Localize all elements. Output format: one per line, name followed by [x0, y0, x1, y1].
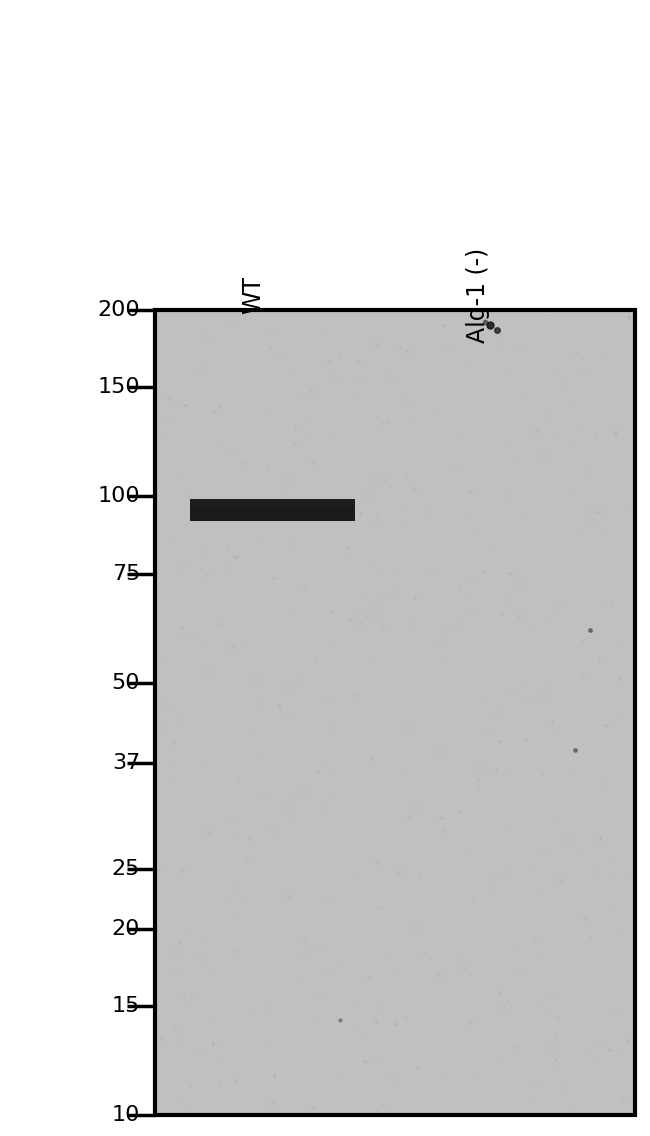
Text: 10: 10 [112, 1105, 140, 1125]
Text: 100: 100 [98, 486, 140, 507]
Text: 150: 150 [98, 377, 140, 398]
Text: Alg-1 (-): Alg-1 (-) [466, 248, 490, 343]
Text: 25: 25 [112, 859, 140, 879]
Bar [155, 310, 635, 1116]
Text: WT: WT [241, 276, 265, 314]
Text: 200: 200 [98, 300, 140, 320]
Text: 37: 37 [112, 753, 140, 774]
Bar [190, 499, 355, 521]
Text: 15: 15 [112, 996, 140, 1016]
Text: 75: 75 [112, 563, 140, 584]
Text: 50: 50 [112, 673, 140, 693]
Bar [155, 310, 635, 1116]
Text: 20: 20 [112, 919, 140, 938]
Bar [190, 499, 355, 506]
